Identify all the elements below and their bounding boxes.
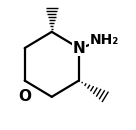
Text: N: N: [72, 41, 85, 56]
Text: O: O: [18, 89, 31, 104]
Text: NH₂: NH₂: [89, 33, 118, 47]
